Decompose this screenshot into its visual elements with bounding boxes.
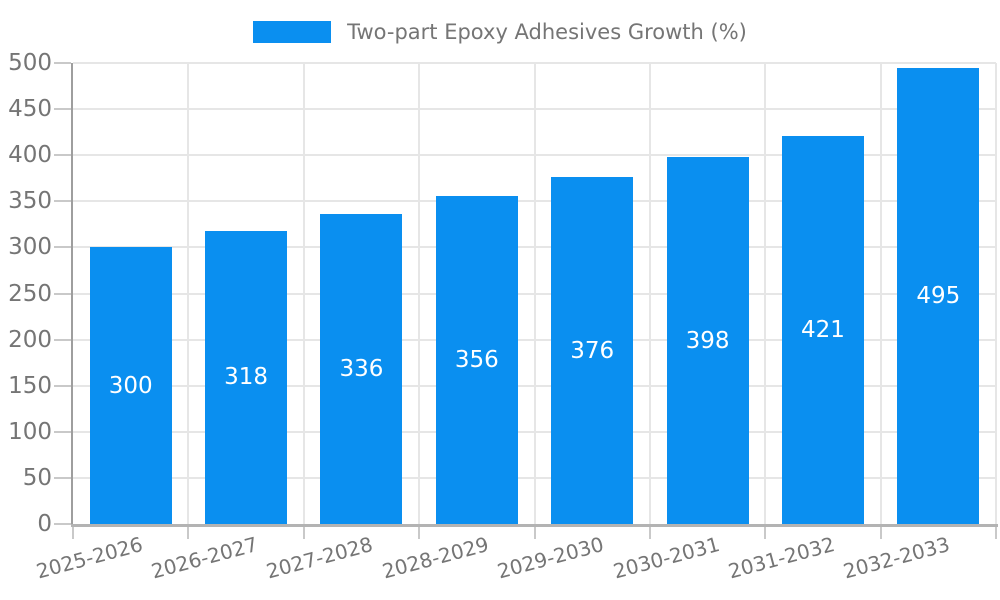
bar[interactable] bbox=[435, 195, 518, 524]
x-axis-line bbox=[71, 524, 998, 527]
y-axis-tick bbox=[54, 108, 71, 111]
bar[interactable] bbox=[897, 67, 980, 524]
y-axis-tick-label: 250 bbox=[8, 280, 52, 307]
x-axis-tick-label: 2030-2031 bbox=[610, 532, 722, 584]
y-axis-tick bbox=[54, 523, 71, 525]
legend[interactable]: Two-part Epoxy Adhesives Growth (%) bbox=[0, 20, 1000, 44]
v-gridline bbox=[302, 63, 305, 524]
y-axis-tick-label: 50 bbox=[22, 464, 52, 491]
y-axis-tick-label: 0 bbox=[37, 511, 52, 537]
y-axis-tick bbox=[54, 384, 71, 387]
y-axis-tick-label: 300 bbox=[8, 234, 52, 261]
legend-label: Two-part Epoxy Adhesives Growth (%) bbox=[347, 20, 747, 44]
x-axis-tick bbox=[648, 527, 651, 539]
x-axis-tick-label: 2025-2026 bbox=[33, 532, 145, 584]
x-axis-tick bbox=[187, 527, 190, 539]
y-axis-tick bbox=[54, 62, 71, 64]
x-axis-tick-label: 2031-2032 bbox=[725, 532, 838, 584]
v-gridline bbox=[995, 63, 997, 524]
x-axis-tick-label: 2032-2033 bbox=[841, 532, 953, 584]
y-axis-tick-label: 100 bbox=[8, 418, 52, 445]
bar[interactable] bbox=[89, 247, 172, 524]
bar[interactable] bbox=[666, 157, 749, 524]
y-axis-tick bbox=[54, 246, 71, 249]
y-axis-tick-label: 150 bbox=[8, 372, 52, 399]
y-axis-tick-label: 350 bbox=[8, 188, 52, 215]
bar-value-label: 376 bbox=[570, 337, 615, 364]
plot-area: 300 318 336 356 376 398 421 495 bbox=[73, 62, 997, 524]
v-gridline bbox=[648, 63, 651, 524]
x-axis-tick-label: 2027-2028 bbox=[264, 532, 376, 584]
bar-value-label: 318 bbox=[224, 364, 268, 391]
legend-swatch bbox=[253, 21, 332, 43]
v-gridline bbox=[879, 63, 882, 524]
x-axis-tick bbox=[995, 527, 997, 539]
bar-value-label: 398 bbox=[685, 327, 730, 354]
y-axis-tick bbox=[54, 476, 71, 479]
bar-value-label: 495 bbox=[916, 282, 961, 309]
x-axis-tick-label: 2026-2027 bbox=[148, 532, 261, 584]
bar[interactable] bbox=[320, 214, 403, 524]
bar-value-label: 336 bbox=[339, 356, 384, 383]
bar-value-label: 300 bbox=[108, 372, 153, 399]
x-axis-tick bbox=[764, 527, 767, 539]
bar-value-label: 356 bbox=[454, 346, 499, 373]
y-axis-tick-label: 400 bbox=[8, 142, 52, 169]
x-axis-tick bbox=[879, 527, 882, 539]
v-gridline bbox=[187, 63, 190, 524]
y-axis-tick bbox=[54, 154, 71, 157]
y-axis-tick bbox=[54, 338, 71, 341]
bar[interactable] bbox=[205, 230, 287, 524]
x-axis-tick bbox=[72, 527, 74, 539]
y-axis-tick bbox=[54, 292, 71, 295]
y-axis-tick-label: 200 bbox=[8, 326, 52, 353]
x-axis-tick-label: 2028-2029 bbox=[379, 532, 492, 584]
v-gridline bbox=[764, 63, 767, 524]
bar[interactable] bbox=[551, 177, 634, 524]
x-axis-tick bbox=[418, 527, 421, 539]
y-axis-tick bbox=[54, 200, 71, 203]
y-axis-tick bbox=[54, 430, 71, 433]
x-axis-tick-label: 2029-2030 bbox=[494, 532, 607, 584]
v-gridline bbox=[533, 63, 536, 524]
y-axis-tick-label: 450 bbox=[8, 96, 52, 123]
x-axis-tick bbox=[533, 527, 536, 539]
y-axis-tick-label: 500 bbox=[8, 50, 52, 76]
v-gridline bbox=[418, 63, 421, 524]
bar[interactable] bbox=[781, 135, 864, 524]
bar-value-label: 421 bbox=[800, 316, 845, 343]
x-axis-tick bbox=[302, 527, 305, 539]
